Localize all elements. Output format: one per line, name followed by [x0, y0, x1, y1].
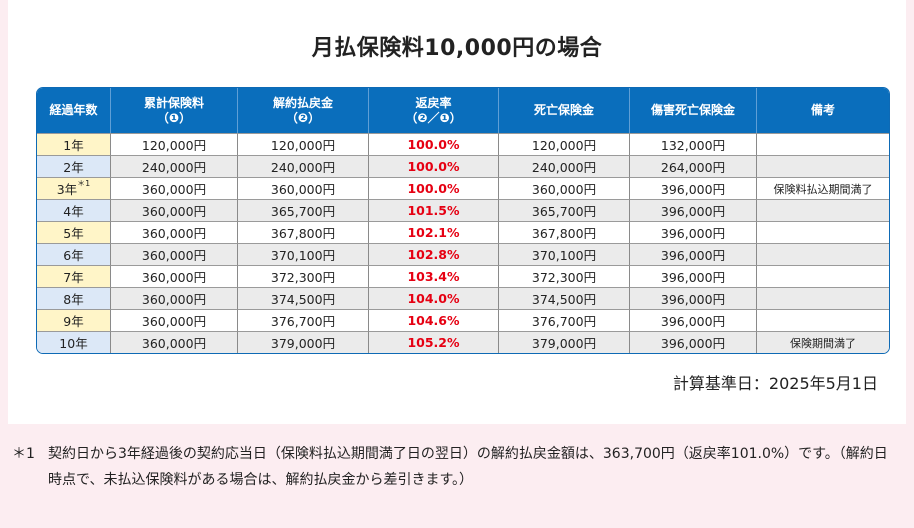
cell-year: 7年 — [37, 265, 111, 287]
footnote-text: 契約日から3年経過後の契約応当日（保険料払込期間満了日の翌日）の解約払戻金額は、… — [48, 446, 888, 488]
cell-death-benefit: 367,800円 — [499, 221, 630, 243]
cell-refund: 376,700円 — [238, 309, 369, 331]
cell-death-benefit: 374,500円 — [499, 287, 630, 309]
table-row: 1年 120,000円 120,000円 100.0% 120,000円 132,000円 — [37, 133, 889, 155]
footnote-mark: ＊1 — [12, 446, 35, 462]
cell-refund: 365,700円 — [238, 199, 369, 221]
cell-rate: 100.0% — [369, 133, 499, 155]
cell-note: 保険料払込期間満了 — [757, 177, 889, 199]
cell-rate: 101.5% — [369, 199, 499, 221]
content-card: 月払保険料10,000円の場合 経過年数 累計保険料 （❶） 解約払戻金 （❷） 返… — [8, 0, 906, 424]
cell-note — [757, 199, 889, 221]
cell-rate: 102.1% — [369, 221, 499, 243]
cell-death-benefit: 370,100円 — [499, 243, 630, 265]
cell-refund: 367,800円 — [238, 221, 369, 243]
cell-rate: 104.0% — [369, 287, 499, 309]
cell-death-benefit: 376,700円 — [499, 309, 630, 331]
cell-note — [757, 287, 889, 309]
cell-rate: 100.0% — [369, 155, 499, 177]
table-header-row: 経過年数 累計保険料 （❶） 解約払戻金 （❷） 返戻率 （❷／❶） 死亡保険金 傷害… — [37, 88, 889, 133]
header-refund: 解約払戻金 （❷） — [238, 88, 369, 133]
cell-year: 6年 — [37, 243, 111, 265]
cell-death-benefit: 379,000円 — [499, 331, 630, 353]
cell-refund: 120,000円 — [238, 133, 369, 155]
cell-rate: 105.2% — [369, 331, 499, 353]
cell-death-benefit: 372,300円 — [499, 265, 630, 287]
cell-accident-benefit: 396,000円 — [630, 287, 757, 309]
calculation-basis-date: 計算基準日：2025年5月1日 — [672, 374, 878, 393]
cell-year: 10年 — [37, 331, 111, 353]
header-note: 備考 — [757, 88, 889, 133]
cell-accident-benefit: 396,000円 — [630, 331, 757, 353]
cell-premium: 120,000円 — [111, 133, 238, 155]
cell-note — [757, 155, 889, 177]
cell-refund: 240,000円 — [238, 155, 369, 177]
cell-premium: 360,000円 — [111, 221, 238, 243]
cell-year: 9年 — [37, 309, 111, 331]
table-row: 9年 360,000円 376,700円 104.6% 376,700円 396,000円 — [37, 309, 889, 331]
cell-note — [757, 265, 889, 287]
header-accident-benefit: 傷害死亡保険金 — [630, 88, 757, 133]
cell-premium: 360,000円 — [111, 265, 238, 287]
cell-premium: 360,000円 — [111, 287, 238, 309]
cell-premium: 360,000円 — [111, 199, 238, 221]
table-row: 7年 360,000円 372,300円 103.4% 372,300円 396,000円 — [37, 265, 889, 287]
page-title: 月払保険料10,000円の場合 — [311, 36, 603, 61]
header-premium: 累計保険料 （❶） — [111, 88, 238, 133]
cell-accident-benefit: 396,000円 — [630, 199, 757, 221]
cell-premium: 240,000円 — [111, 155, 238, 177]
cell-premium: 360,000円 — [111, 243, 238, 265]
cell-year: 8年 — [37, 287, 111, 309]
refund-table: 経過年数 累計保険料 （❶） 解約払戻金 （❷） 返戻率 （❷／❶） 死亡保険金 傷害… — [36, 87, 890, 354]
cell-refund: 374,500円 — [238, 287, 369, 309]
cell-accident-benefit: 264,000円 — [630, 155, 757, 177]
header-year: 経過年数 — [37, 88, 111, 133]
cell-year: 4年 — [37, 199, 111, 221]
cell-note — [757, 243, 889, 265]
cell-year: 5年 — [37, 221, 111, 243]
cell-accident-benefit: 396,000円 — [630, 177, 757, 199]
cell-premium: 360,000円 — [111, 177, 238, 199]
header-death-benefit: 死亡保険金 — [499, 88, 630, 133]
cell-note — [757, 221, 889, 243]
cell-refund: 370,100円 — [238, 243, 369, 265]
cell-death-benefit: 120,000円 — [499, 133, 630, 155]
header-rate: 返戻率 （❷／❶） — [369, 88, 499, 133]
cell-rate: 100.0% — [369, 177, 499, 199]
table-row: 5年 360,000円 367,800円 102.1% 367,800円 396,000円 — [37, 221, 889, 243]
cell-refund: 360,000円 — [238, 177, 369, 199]
cell-accident-benefit: 396,000円 — [630, 243, 757, 265]
table-row: 3年＊1 360,000円 360,000円 100.0% 360,000円 396,00… — [37, 177, 889, 199]
cell-premium: 360,000円 — [111, 309, 238, 331]
table-row: 2年 240,000円 240,000円 100.0% 240,000円 264,000円 — [37, 155, 889, 177]
cell-accident-benefit: 132,000円 — [630, 133, 757, 155]
cell-note: 保険期間満了 — [757, 331, 889, 353]
cell-death-benefit: 365,700円 — [499, 199, 630, 221]
cell-year: 1年 — [37, 133, 111, 155]
cell-rate: 104.6% — [369, 309, 499, 331]
cell-premium: 360,000円 — [111, 331, 238, 353]
footnote-reference: ＊1 — [77, 179, 91, 188]
table-row: 4年 360,000円 365,700円 101.5% 365,700円 396,000円 — [37, 199, 889, 221]
cell-refund: 372,300円 — [238, 265, 369, 287]
cell-accident-benefit: 396,000円 — [630, 265, 757, 287]
footnote: ＊1 契約日から3年経過後の契約応当日（保険料払込期間満了日の翌日）の解約払戻金… — [12, 441, 892, 493]
cell-year: 3年＊1 — [37, 177, 111, 199]
cell-rate: 102.8% — [369, 243, 499, 265]
cell-note — [757, 133, 889, 155]
cell-accident-benefit: 396,000円 — [630, 221, 757, 243]
cell-accident-benefit: 396,000円 — [630, 309, 757, 331]
cell-note — [757, 309, 889, 331]
cell-refund: 379,000円 — [238, 331, 369, 353]
table-row: 8年 360,000円 374,500円 104.0% 374,500円 396,000円 — [37, 287, 889, 309]
table-row: 6年 360,000円 370,100円 102.8% 370,100円 396,000円 — [37, 243, 889, 265]
cell-year: 2年 — [37, 155, 111, 177]
cell-death-benefit: 360,000円 — [499, 177, 630, 199]
cell-death-benefit: 240,000円 — [499, 155, 630, 177]
cell-rate: 103.4% — [369, 265, 499, 287]
table-row: 10年 360,000円 379,000円 105.2% 379,000円 396,000… — [37, 331, 889, 353]
